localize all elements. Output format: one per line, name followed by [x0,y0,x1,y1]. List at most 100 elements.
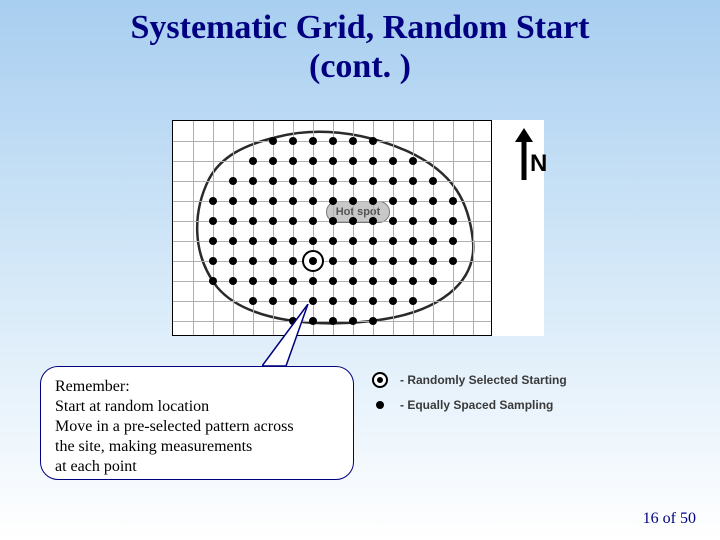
sample-point [429,197,437,205]
sample-point [349,217,357,225]
callout-line: Remember: [55,377,339,397]
sample-point [269,157,277,165]
sample-point [369,277,377,285]
page-current: 16 [643,510,659,527]
sample-point [329,177,337,185]
sample-point [389,217,397,225]
sample-point [429,177,437,185]
sample-point [229,217,237,225]
callout-tail-icon [262,304,332,374]
sample-point [329,197,337,205]
sample-point [409,177,417,185]
sample-point [369,197,377,205]
sample-point [349,257,357,265]
sample-point [209,277,217,285]
grid-line [233,121,234,335]
sample-point [409,157,417,165]
north-indicator: N [504,128,544,182]
legend-text: - Randomly Selected Starting [400,373,567,387]
sample-point [449,237,457,245]
sample-point [329,237,337,245]
sample-point [249,277,257,285]
sample-point [309,237,317,245]
sample-point [249,257,257,265]
sample-point [329,217,337,225]
sample-point [389,177,397,185]
sample-point [369,237,377,245]
sample-point [269,217,277,225]
sample-point [289,217,297,225]
sample-point [309,197,317,205]
sample-point [389,277,397,285]
sample-point [289,257,297,265]
sample-point [249,197,257,205]
legend-start-icon [368,372,392,388]
sample-point [369,297,377,305]
sample-point [349,237,357,245]
grid-box: Hot spot [172,120,492,336]
sample-point [209,217,217,225]
sample-point [429,257,437,265]
sample-point [389,297,397,305]
sample-point [349,177,357,185]
sample-point [209,197,217,205]
grid-line [473,121,474,335]
sample-point [229,237,237,245]
sample-point [409,197,417,205]
sample-point [249,157,257,165]
sample-point [349,297,357,305]
sample-point [429,217,437,225]
sample-point [229,197,237,205]
sample-point [269,237,277,245]
sample-point [309,157,317,165]
sample-point [309,137,317,145]
sample-point [409,257,417,265]
sample-point [229,257,237,265]
sample-point [269,197,277,205]
sample-point [429,277,437,285]
sample-point [409,237,417,245]
north-label: N [530,150,547,178]
sample-point [229,177,237,185]
sample-point [289,197,297,205]
sample-point [369,177,377,185]
legend: - Randomly Selected Starting - Equally S… [368,372,567,422]
sample-point [369,317,377,325]
sample-point [329,277,337,285]
sample-point [269,277,277,285]
sample-point [369,257,377,265]
sample-point [249,217,257,225]
sample-point [349,197,357,205]
reminder-callout: Remember: Start at random location Move … [40,366,354,480]
callout-line: Start at random location [55,397,339,417]
callout-line: Move in a pre-selected pattern across [55,417,339,437]
sample-point [389,237,397,245]
sample-point [409,297,417,305]
sample-point [309,177,317,185]
title-line-2: (cont. ) [309,48,411,85]
sample-point [209,237,217,245]
sample-point [289,157,297,165]
grid-line [193,121,194,335]
legend-sample-icon [368,401,392,409]
sample-point [349,277,357,285]
sample-point [369,137,377,145]
sample-point [449,217,457,225]
sample-point [349,137,357,145]
sample-point [389,197,397,205]
sample-point [229,277,237,285]
legend-item-start: - Randomly Selected Starting [368,372,567,388]
page-total: of 50 [663,510,696,527]
sample-point [269,137,277,145]
sample-point [329,157,337,165]
sample-point [389,257,397,265]
sample-point [389,157,397,165]
callout-line: at each point [55,457,339,477]
title-line-1: Systematic Grid, Random Start [131,9,590,46]
sample-point [429,237,437,245]
page-number: 16 of 50 [643,510,696,528]
legend-item-sample: - Equally Spaced Sampling [368,398,567,412]
sample-point [289,177,297,185]
sample-point [349,157,357,165]
sample-point [269,177,277,185]
